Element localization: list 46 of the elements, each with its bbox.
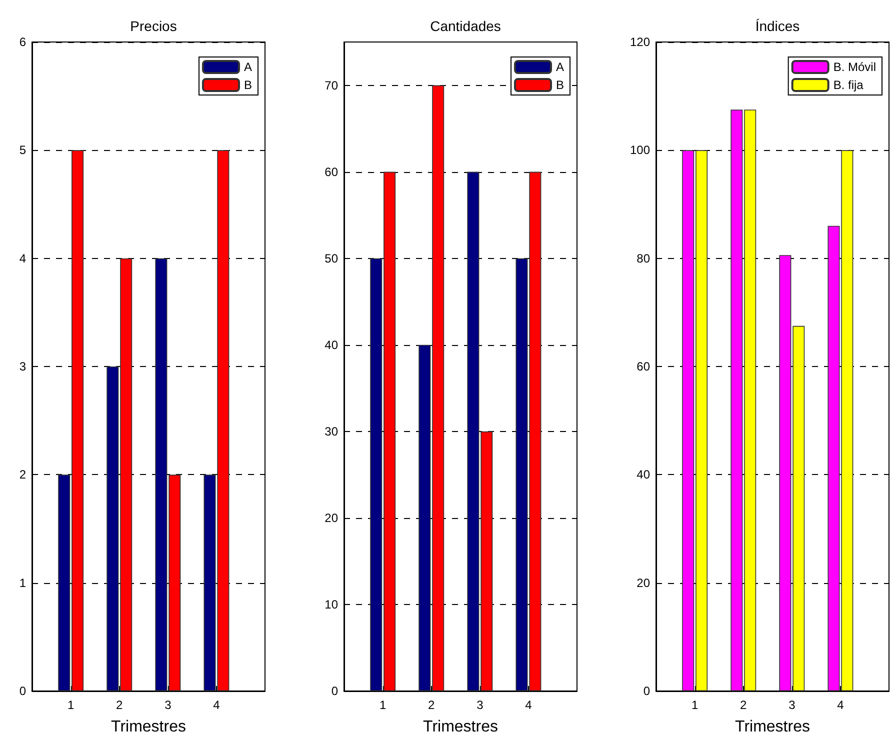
x-axis-title: Trimestres	[423, 718, 498, 736]
x-tick-label: 3	[164, 698, 172, 712]
y-tick-label: 20	[324, 510, 338, 525]
x-tick-label: 1	[691, 698, 698, 712]
x-tick-label: 3	[476, 698, 484, 712]
y-tick-label: 40	[324, 338, 338, 352]
y-tick-label: 0	[643, 684, 650, 698]
y-tick-label: 10	[324, 597, 338, 612]
y-tick-label: 40	[636, 468, 650, 482]
y-tick-label: 50	[324, 251, 338, 266]
y-tick-label: 0	[19, 684, 26, 698]
chart-title: Índices	[755, 18, 800, 34]
x-axis-title: Trimestres	[735, 718, 810, 736]
x-axis-title: Trimestres	[111, 718, 186, 736]
legend-label: B	[556, 78, 564, 92]
y-tick-label: 30	[324, 424, 338, 438]
x-tick-label: 3	[788, 698, 796, 712]
x-tick-label: 2	[740, 698, 748, 712]
y-tick-label: 3	[19, 360, 26, 374]
chart-title: Cantidades	[430, 18, 501, 34]
x-tick-label: 2	[428, 698, 436, 712]
y-tick-label: 5	[19, 143, 26, 158]
y-tick-label: 6	[19, 35, 26, 49]
chart-title: Precios	[130, 18, 177, 34]
y-tick-label: 20	[636, 576, 650, 590]
y-tick-label: 0	[331, 684, 338, 698]
legend-label: B	[244, 78, 252, 92]
legend-label: A	[556, 60, 564, 74]
y-tick-label: 120	[630, 35, 650, 49]
y-tick-label: 1	[19, 576, 26, 590]
x-tick-label: 2	[116, 698, 124, 712]
y-tick-label: 4	[19, 251, 26, 266]
x-tick-label: 4	[525, 698, 532, 712]
x-tick-label: 4	[837, 698, 844, 712]
y-tick-label: 100	[630, 143, 650, 158]
y-tick-label: 70	[324, 78, 338, 92]
y-tick-label: 80	[636, 251, 650, 266]
legend-label: B. fija	[833, 78, 864, 92]
x-tick-label: 1	[67, 698, 74, 712]
x-tick-label: 1	[379, 698, 386, 712]
y-tick-label: 60	[324, 164, 338, 179]
y-tick-label: 2	[19, 468, 26, 482]
x-tick-label: 4	[213, 698, 220, 712]
y-tick-label: 60	[636, 360, 650, 374]
legend-label: A	[244, 60, 252, 74]
legend-label: B. Móvil	[833, 60, 876, 74]
